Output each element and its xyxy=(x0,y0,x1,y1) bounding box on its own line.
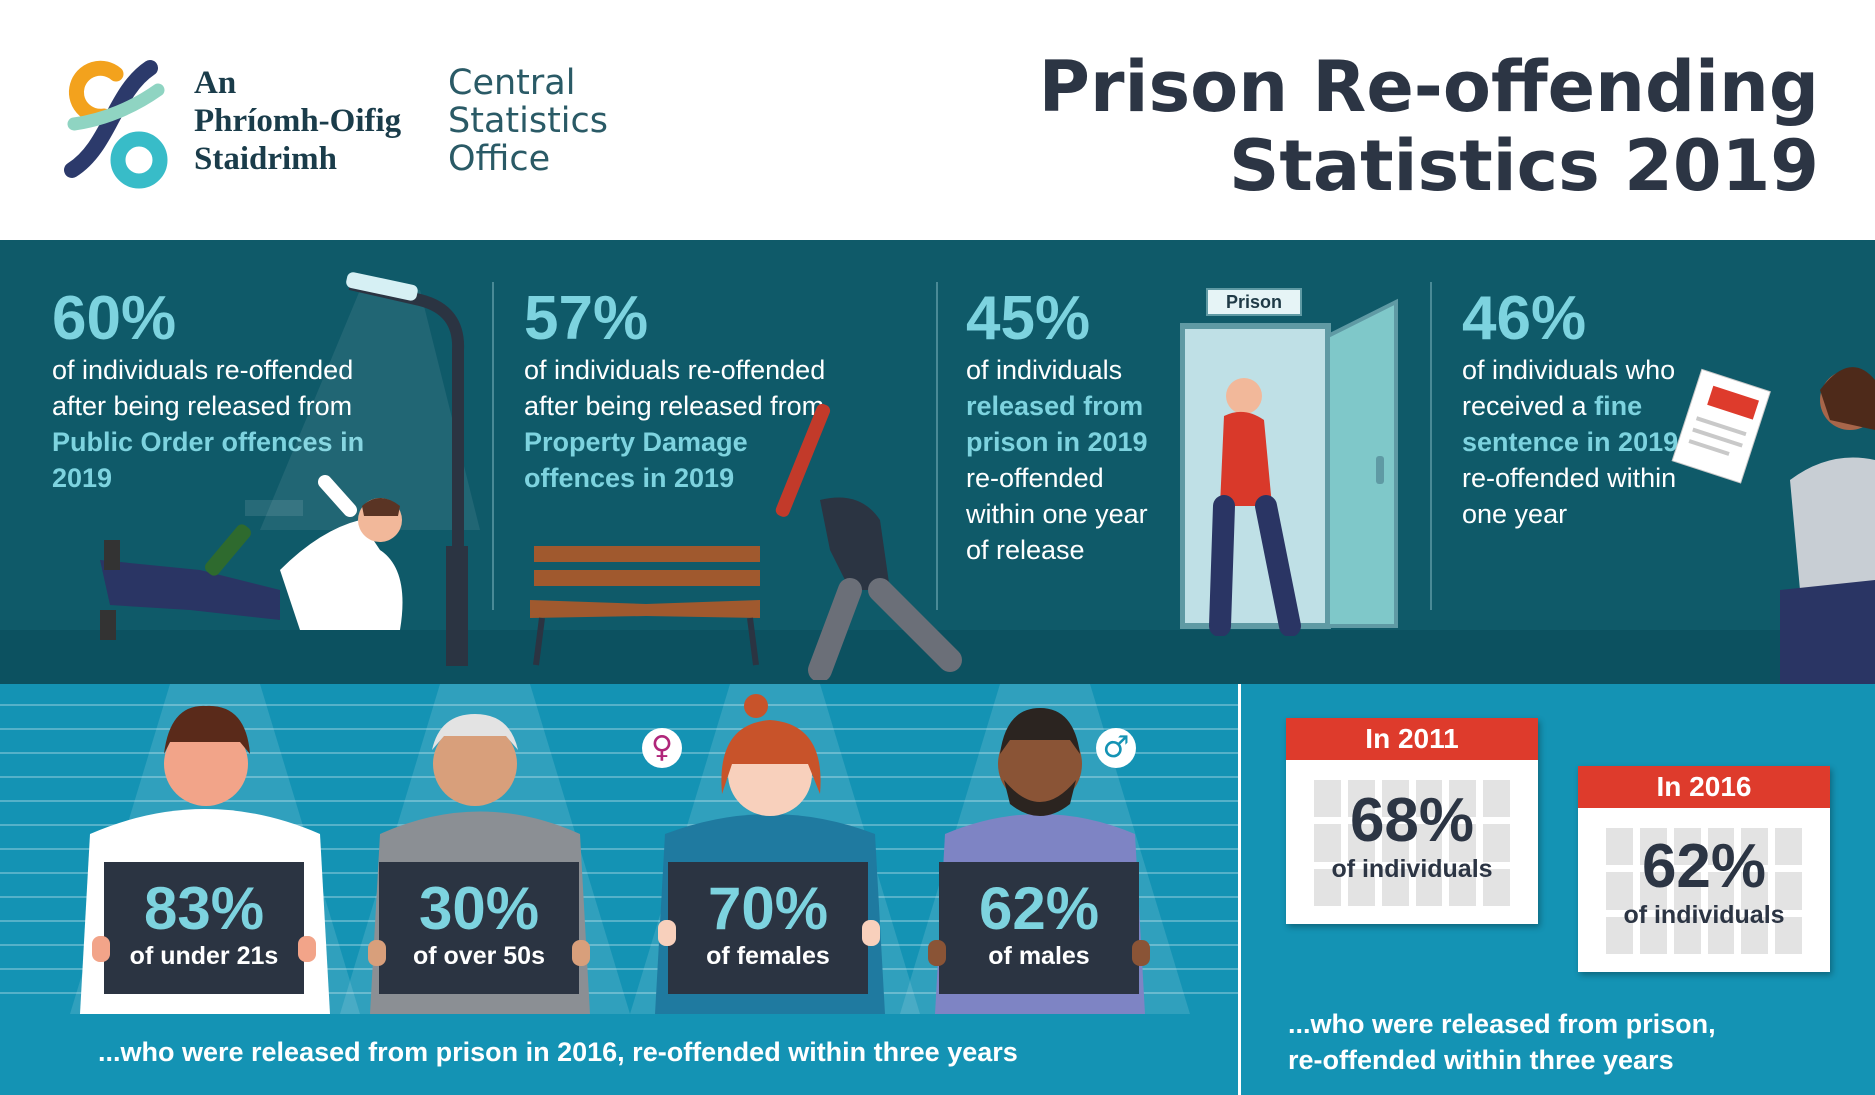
column-divider xyxy=(492,282,494,610)
logo-english-name: Central Statistics Office xyxy=(448,63,608,179)
hand xyxy=(92,936,110,962)
hand xyxy=(298,936,316,962)
sign-over-50: 30% of over 50s xyxy=(379,862,579,994)
stat-property-damage: 57% of individuals re-offended after bei… xyxy=(524,286,854,496)
stat-public-order: 60% of individuals re-offended after bei… xyxy=(52,286,382,496)
hand xyxy=(862,920,880,946)
male-symbol-icon: ♂ xyxy=(1096,728,1136,768)
calendar-2016: In 2016 62% of individuals xyxy=(1578,766,1830,972)
stat-percent: 46% xyxy=(1462,284,1587,353)
column-divider xyxy=(1430,282,1432,610)
hand xyxy=(1132,940,1150,966)
stat-prison-release: 45% of individuals released from prison … xyxy=(966,286,1176,568)
calendars-caption: ...who were released from prison, re-off… xyxy=(1288,1009,1716,1075)
stat-percent: 45% xyxy=(966,284,1091,353)
hand xyxy=(928,940,946,966)
cso-logo-icon xyxy=(64,60,168,189)
stat-percent: 57% xyxy=(524,284,649,353)
groups-caption: ...who were released from prison in 2016… xyxy=(98,1037,1018,1067)
prison-door-illustration-icon xyxy=(1180,298,1398,636)
logo-irish-name: An Phríomh-Oifig Staidrimh xyxy=(194,65,402,177)
stat-fine-sentence: 46% of individuals who received a fine s… xyxy=(1462,286,1692,532)
woman-fine-illustration-icon xyxy=(1671,367,1875,684)
section-divider xyxy=(1238,684,1241,1095)
drunk-man-illustration-icon xyxy=(100,272,480,666)
sign-under-21: 83% of under 21s xyxy=(104,862,304,994)
sign-males: 62% of males xyxy=(939,862,1139,994)
female-symbol-icon: ♀ xyxy=(642,728,682,768)
prison-sign: Prison xyxy=(1206,288,1302,316)
column-divider xyxy=(936,282,938,610)
sign-females: 70% of females xyxy=(668,862,868,994)
stat-percent: 60% xyxy=(52,284,177,353)
hand xyxy=(572,940,590,966)
header: An Phríomh-Oifig Staidrimh Central Stati… xyxy=(0,0,1875,240)
vandal-bench-illustration-icon xyxy=(530,403,962,680)
hand xyxy=(658,920,676,946)
page-title: Prison Re-offending Statistics 2019 xyxy=(1038,46,1819,207)
hand xyxy=(368,940,386,966)
calendar-2011: In 2011 68% of individuals xyxy=(1286,718,1538,924)
